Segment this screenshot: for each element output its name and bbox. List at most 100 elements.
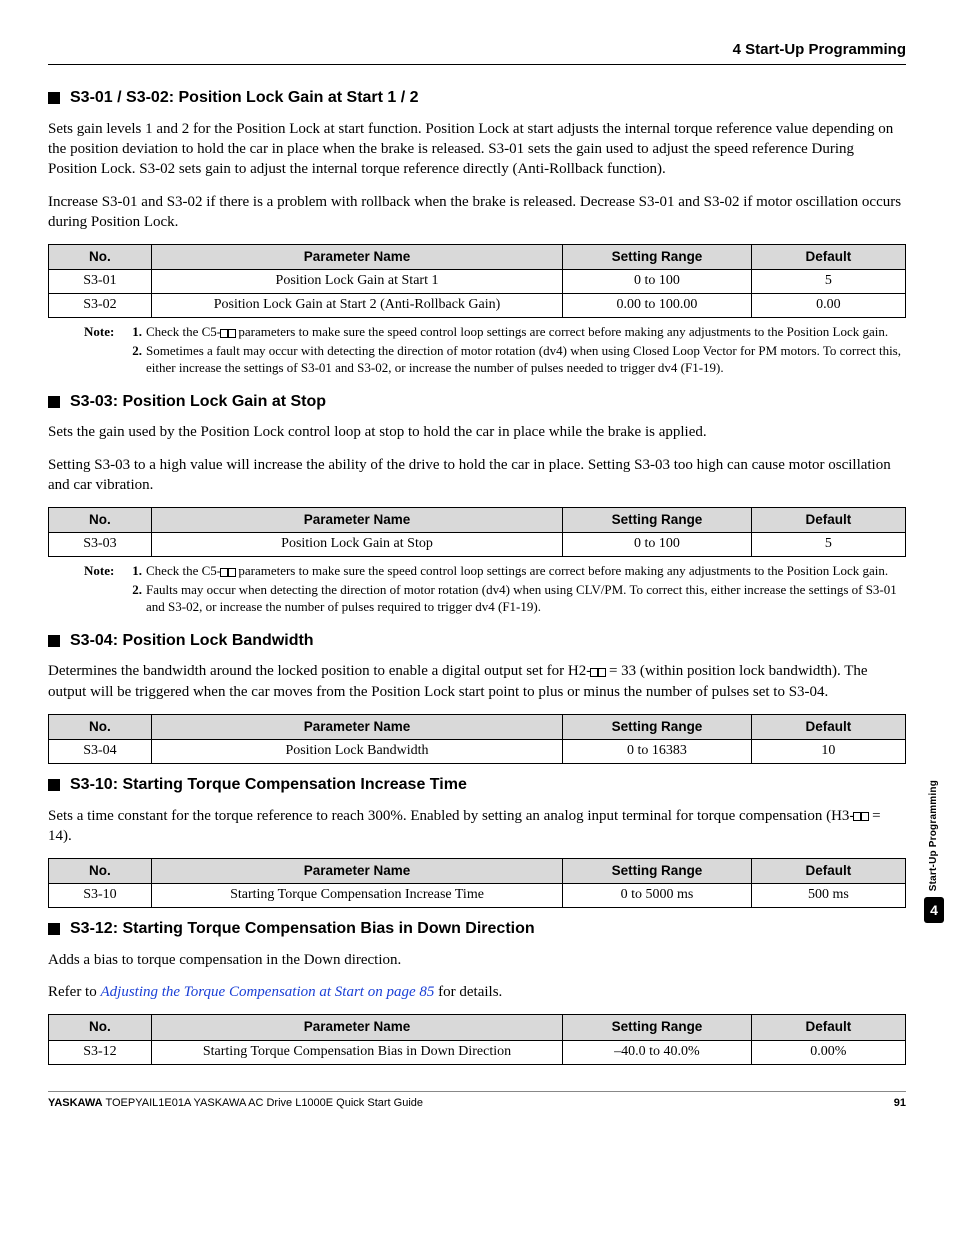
note-block: Note: 1. Check the C5- parameters to mak… — [84, 563, 906, 616]
table-row: S3-04 Position Lock Bandwidth 0 to 16383… — [49, 740, 906, 764]
chapter-header: 4 Start-Up Programming — [48, 40, 906, 60]
note-number: 2. — [128, 343, 146, 377]
th-no: No. — [49, 1015, 152, 1040]
th-no: No. — [49, 245, 152, 270]
square-bullet-icon — [48, 92, 60, 104]
side-tab-chip: 4 — [924, 897, 944, 923]
square-bullet-icon — [48, 779, 60, 791]
section-heading-s3-03: S3-03: Position Lock Gain at Stop — [48, 391, 906, 413]
section-title: S3-12: Starting Torque Compensation Bias… — [70, 918, 535, 940]
note-block: Note: 1. Check the C5- parameters to mak… — [84, 324, 906, 377]
parameter-table-s3-04: No. Parameter Name Setting Range Default… — [48, 714, 906, 764]
th-name: Parameter Name — [151, 714, 562, 739]
section-heading-s3-01-02: S3-01 / S3-02: Position Lock Gain at Sta… — [48, 87, 906, 109]
note-text: Check the C5- parameters to make sure th… — [146, 324, 906, 341]
note-text: Sometimes a fault may occur with detecti… — [146, 343, 906, 377]
note-label: Note: — [84, 324, 128, 341]
cell: 0.00% — [751, 1040, 905, 1064]
paragraph: Sets gain levels 1 and 2 for the Positio… — [48, 119, 906, 180]
section-title: S3-01 / S3-02: Position Lock Gain at Sta… — [70, 87, 419, 109]
section-title: S3-03: Position Lock Gain at Stop — [70, 391, 326, 413]
th-no: No. — [49, 508, 152, 533]
section-heading-s3-04: S3-04: Position Lock Bandwidth — [48, 630, 906, 652]
table-row: S3-02 Position Lock Gain at Start 2 (Ant… — [49, 294, 906, 318]
cell: Starting Torque Compensation Increase Ti… — [151, 884, 562, 908]
th-default: Default — [751, 1015, 905, 1040]
section-heading-s3-12: S3-12: Starting Torque Compensation Bias… — [48, 918, 906, 940]
page-footer: YASKAWA TOEPYAIL1E01A YASKAWA AC Drive L… — [48, 1091, 906, 1111]
table-row: S3-12 Starting Torque Compensation Bias … — [49, 1040, 906, 1064]
header-rule — [48, 64, 906, 65]
th-default: Default — [751, 245, 905, 270]
th-range: Setting Range — [563, 245, 752, 270]
parameter-table-s3-10: No. Parameter Name Setting Range Default… — [48, 858, 906, 908]
cell: 0 to 100 — [563, 270, 752, 294]
table-row: S3-03 Position Lock Gain at Stop 0 to 10… — [49, 533, 906, 557]
text: Refer to — [48, 984, 100, 1000]
note-text: Check the C5- parameters to make sure th… — [146, 563, 906, 580]
note-text: Faults may occur when detecting the dire… — [146, 582, 906, 616]
th-no: No. — [49, 859, 152, 884]
th-range: Setting Range — [563, 1015, 752, 1040]
footer-doc-id: YASKAWA TOEPYAIL1E01A YASKAWA AC Drive L… — [48, 1096, 423, 1111]
section-title: S3-10: Starting Torque Compensation Incr… — [70, 774, 467, 796]
side-tab: Start-Up Programming 4 — [924, 780, 944, 923]
cell: Position Lock Gain at Start 2 (Anti-Roll… — [151, 294, 562, 318]
square-bullet-icon — [48, 923, 60, 935]
cell: 5 — [751, 270, 905, 294]
square-bullet-icon — [48, 396, 60, 408]
text: for details. — [434, 984, 502, 1000]
footer-brand: YASKAWA — [48, 1097, 103, 1109]
th-name: Parameter Name — [151, 1015, 562, 1040]
note-number: 1. — [128, 324, 146, 341]
cell: 0 to 5000 ms — [563, 884, 752, 908]
cell: Position Lock Gain at Start 1 — [151, 270, 562, 294]
paragraph: Refer to Adjusting the Torque Compensati… — [48, 982, 906, 1002]
cell: S3-04 — [49, 740, 152, 764]
paragraph: Setting S3-03 to a high value will incre… — [48, 455, 906, 496]
paragraph: Adds a bias to torque compensation in th… — [48, 950, 906, 970]
table-row: S3-01 Position Lock Gain at Start 1 0 to… — [49, 270, 906, 294]
note-number: 1. — [128, 563, 146, 580]
paragraph: Sets a time constant for the torque refe… — [48, 806, 906, 847]
paragraph: Sets the gain used by the Position Lock … — [48, 422, 906, 442]
cell: S3-03 — [49, 533, 152, 557]
cell: Starting Torque Compensation Bias in Dow… — [151, 1040, 562, 1064]
section-heading-s3-10: S3-10: Starting Torque Compensation Incr… — [48, 774, 906, 796]
cell: S3-12 — [49, 1040, 152, 1064]
cell: 0 to 100 — [563, 533, 752, 557]
cell: Position Lock Gain at Stop — [151, 533, 562, 557]
footer-page-number: 91 — [894, 1096, 906, 1111]
parameter-table-s3-03: No. Parameter Name Setting Range Default… — [48, 507, 906, 557]
cell: S3-01 — [49, 270, 152, 294]
parameter-table-s3-01-02: No. Parameter Name Setting Range Default… — [48, 244, 906, 318]
th-default: Default — [751, 508, 905, 533]
side-tab-label: Start-Up Programming — [927, 780, 941, 891]
cell: –40.0 to 40.0% — [563, 1040, 752, 1064]
note-number: 2. — [128, 582, 146, 616]
table-row: S3-10 Starting Torque Compensation Incre… — [49, 884, 906, 908]
th-no: No. — [49, 714, 152, 739]
paragraph: Determines the bandwidth around the lock… — [48, 661, 906, 702]
cell: S3-02 — [49, 294, 152, 318]
th-range: Setting Range — [563, 508, 752, 533]
cell: 0.00 — [751, 294, 905, 318]
th-range: Setting Range — [563, 859, 752, 884]
th-default: Default — [751, 859, 905, 884]
section-title: S3-04: Position Lock Bandwidth — [70, 630, 314, 652]
square-bullet-icon — [48, 635, 60, 647]
th-name: Parameter Name — [151, 508, 562, 533]
th-name: Parameter Name — [151, 859, 562, 884]
cross-reference-link[interactable]: Adjusting the Torque Compensation at Sta… — [100, 984, 434, 1000]
parameter-table-s3-12: No. Parameter Name Setting Range Default… — [48, 1014, 906, 1064]
th-name: Parameter Name — [151, 245, 562, 270]
cell: 500 ms — [751, 884, 905, 908]
cell: S3-10 — [49, 884, 152, 908]
cell: 0.00 to 100.00 — [563, 294, 752, 318]
cell: Position Lock Bandwidth — [151, 740, 562, 764]
footer-doc-text: TOEPYAIL1E01A YASKAWA AC Drive L1000E Qu… — [103, 1097, 423, 1109]
note-label: Note: — [84, 563, 128, 580]
cell: 5 — [751, 533, 905, 557]
th-default: Default — [751, 714, 905, 739]
th-range: Setting Range — [563, 714, 752, 739]
